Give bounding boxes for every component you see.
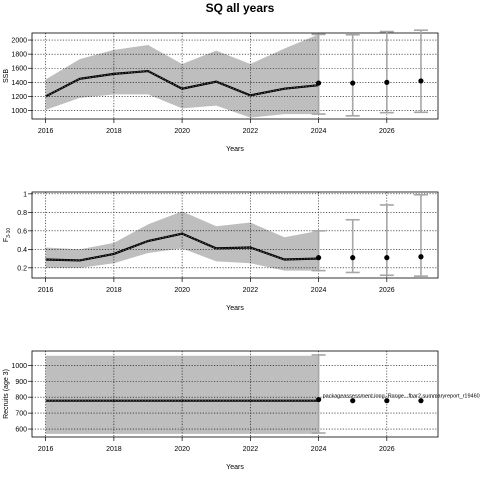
x-tick-label: 2026 xyxy=(379,446,395,453)
y-tick-label: 0.6 xyxy=(17,228,27,235)
projection-point xyxy=(384,79,390,85)
y-tick-label: 1 xyxy=(23,191,27,198)
y-tick-label: 1000 xyxy=(11,363,27,370)
x-tick-label: 2020 xyxy=(174,287,190,294)
x-tick-label: 2018 xyxy=(106,446,122,453)
x-tick-label: 2022 xyxy=(243,128,259,135)
y-tick-label: 600 xyxy=(15,427,27,434)
median-line-dash xyxy=(45,233,319,261)
y-tick-label: 1200 xyxy=(11,94,27,101)
projection-point xyxy=(350,398,356,404)
y-tick-label: 1000 xyxy=(11,108,27,115)
median-line-dash xyxy=(45,70,319,97)
y-axis-label-subscript: 3-10 xyxy=(6,228,12,238)
y-axis-label: F3-10 xyxy=(3,228,12,243)
y-tick-label: 0.4 xyxy=(17,247,27,254)
projection-point xyxy=(350,255,356,261)
x-axis-label: Years xyxy=(226,305,244,312)
x-tick-label: 2024 xyxy=(311,287,327,294)
x-tick-label: 2016 xyxy=(38,287,54,294)
projection-point xyxy=(418,398,424,404)
annotation-text: packageassessment.long..Range...fbar2.su… xyxy=(323,394,480,400)
panel-2: 2016 2018 2020 2022 2024 2026 0.2 0.4 0.6 0.8 1 Yea… xyxy=(3,191,439,312)
panel-1: 2016 2018 2020 2022 2024 2026 1000 1200 1400 1600… xyxy=(3,29,439,153)
y-tick-label: 1600 xyxy=(11,66,27,73)
projection-point xyxy=(418,78,424,84)
y-tick-label: 800 xyxy=(15,395,27,402)
y-tick-label: 1800 xyxy=(11,52,27,59)
x-tick-label: 2020 xyxy=(174,128,190,135)
projection-point xyxy=(315,255,322,261)
y-tick-label: 0.2 xyxy=(17,265,27,272)
projection-point xyxy=(384,398,390,404)
y-tick-label: 900 xyxy=(15,379,27,386)
confidence-band xyxy=(45,355,319,434)
projection-point xyxy=(350,80,356,86)
y-axis-label: SSB xyxy=(3,69,10,83)
y-tick-label: 1400 xyxy=(11,80,27,87)
x-tick-label: 2026 xyxy=(379,128,395,135)
projection-point xyxy=(418,254,424,260)
plot-frame xyxy=(31,191,439,279)
figure-title: SQ all years xyxy=(206,1,275,15)
y-tick-label: 0.8 xyxy=(17,210,27,217)
x-tick-label: 2024 xyxy=(311,128,327,135)
x-tick-label: 2016 xyxy=(38,446,54,453)
x-tick-label: 2018 xyxy=(106,287,122,294)
projection-point xyxy=(384,255,390,261)
plot-frame xyxy=(31,32,439,120)
y-axis-label: Recruits (age 3) xyxy=(3,369,10,419)
y-tick-label: 2000 xyxy=(11,38,27,45)
y-tick-label: 700 xyxy=(15,411,27,418)
projection-point xyxy=(315,396,322,403)
x-tick-label: 2024 xyxy=(311,446,327,453)
x-axis-label: Years xyxy=(226,464,244,471)
x-tick-label: 2022 xyxy=(243,446,259,453)
x-tick-label: 2026 xyxy=(379,287,395,294)
panel-3: 2016 2018 2020 2022 2024 2026 600 700 800 900 1000… xyxy=(3,350,480,471)
x-tick-label: 2022 xyxy=(243,287,259,294)
projection-point xyxy=(315,80,322,86)
x-tick-label: 2016 xyxy=(38,128,54,135)
plot-frame xyxy=(31,350,439,438)
x-tick-label: 2020 xyxy=(174,446,190,453)
x-axis-label: Years xyxy=(226,146,244,153)
x-tick-label: 2018 xyxy=(106,128,122,135)
